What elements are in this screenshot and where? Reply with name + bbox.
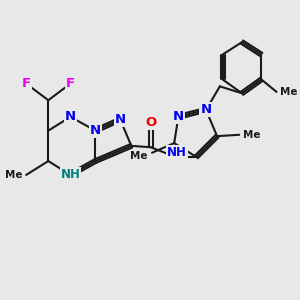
Text: N: N: [173, 110, 184, 123]
Text: F: F: [22, 77, 31, 90]
Text: O: O: [145, 116, 156, 129]
Text: Me: Me: [4, 170, 22, 180]
Text: N: N: [65, 110, 76, 123]
Text: Me: Me: [243, 130, 261, 140]
Text: NH: NH: [167, 146, 187, 159]
Text: N: N: [90, 124, 101, 137]
Text: N: N: [200, 103, 211, 116]
Text: Me: Me: [130, 151, 148, 160]
Text: F: F: [66, 77, 75, 90]
Text: Me: Me: [280, 87, 297, 97]
Text: NH: NH: [61, 168, 80, 182]
Text: N: N: [115, 113, 126, 126]
